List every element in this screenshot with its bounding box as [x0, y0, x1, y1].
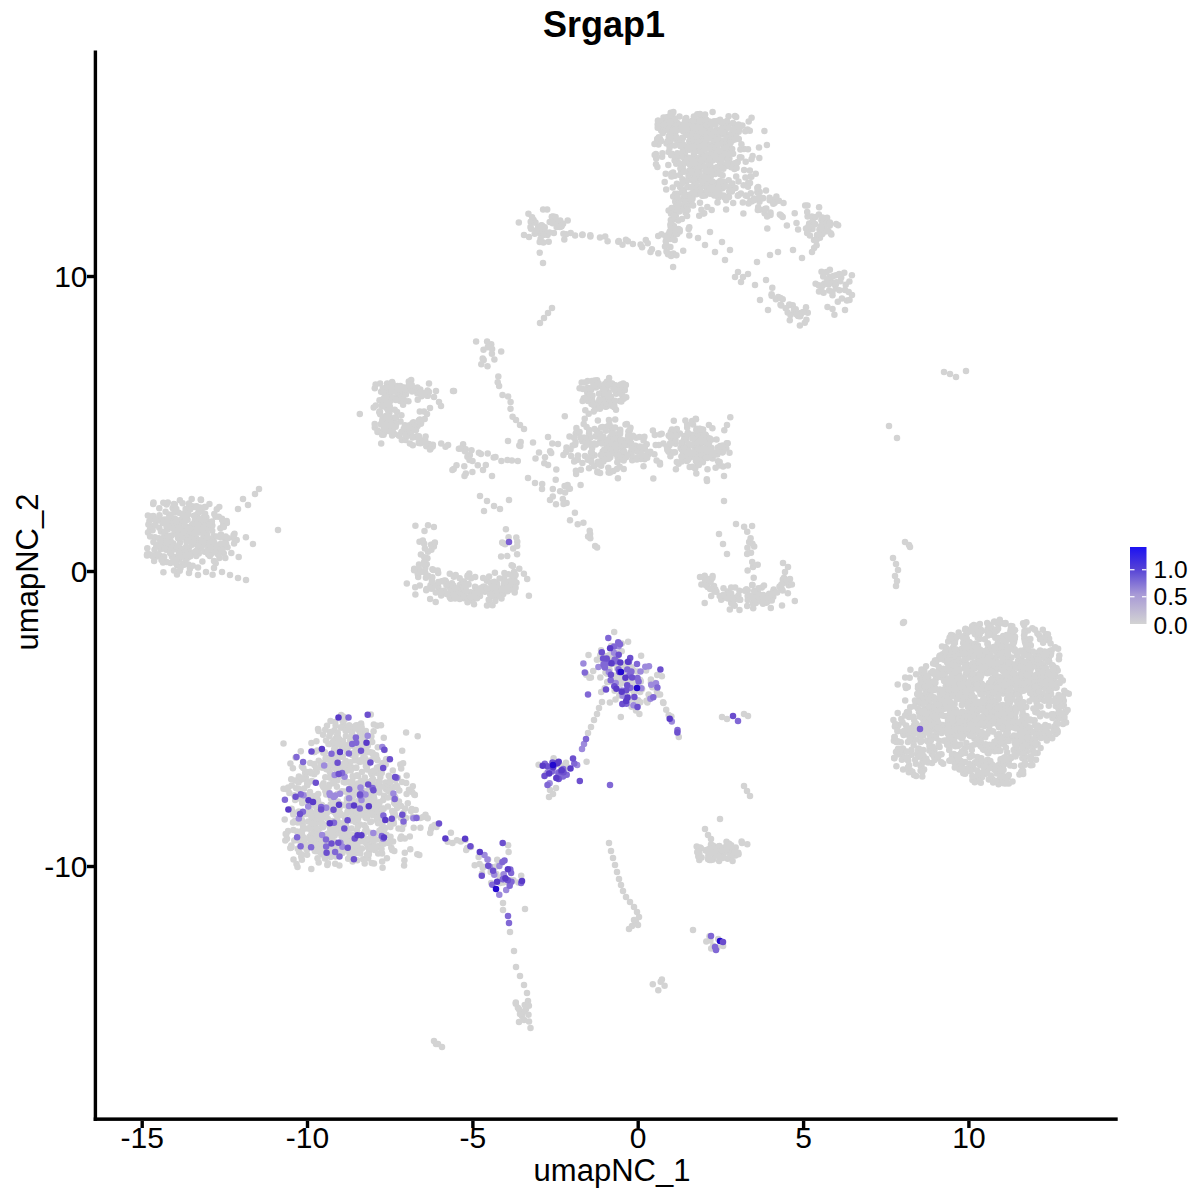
svg-text:umapNC_2: umapNC_2 [10, 494, 45, 651]
svg-text:umapNC_1: umapNC_1 [534, 1153, 691, 1188]
svg-text:1.0: 1.0 [1154, 556, 1188, 583]
svg-text:-10: -10 [44, 850, 87, 883]
svg-text:-15: -15 [121, 1121, 164, 1154]
svg-text:Srgap1: Srgap1 [543, 4, 665, 45]
svg-text:10: 10 [54, 260, 87, 293]
svg-text:0: 0 [630, 1121, 647, 1154]
svg-text:0.0: 0.0 [1154, 612, 1188, 639]
svg-text:-5: -5 [460, 1121, 487, 1154]
svg-text:-10: -10 [286, 1121, 329, 1154]
svg-text:5: 5 [795, 1121, 812, 1154]
svg-text:10: 10 [952, 1121, 985, 1154]
svg-text:0: 0 [71, 555, 88, 588]
svg-text:0.5: 0.5 [1154, 583, 1188, 610]
